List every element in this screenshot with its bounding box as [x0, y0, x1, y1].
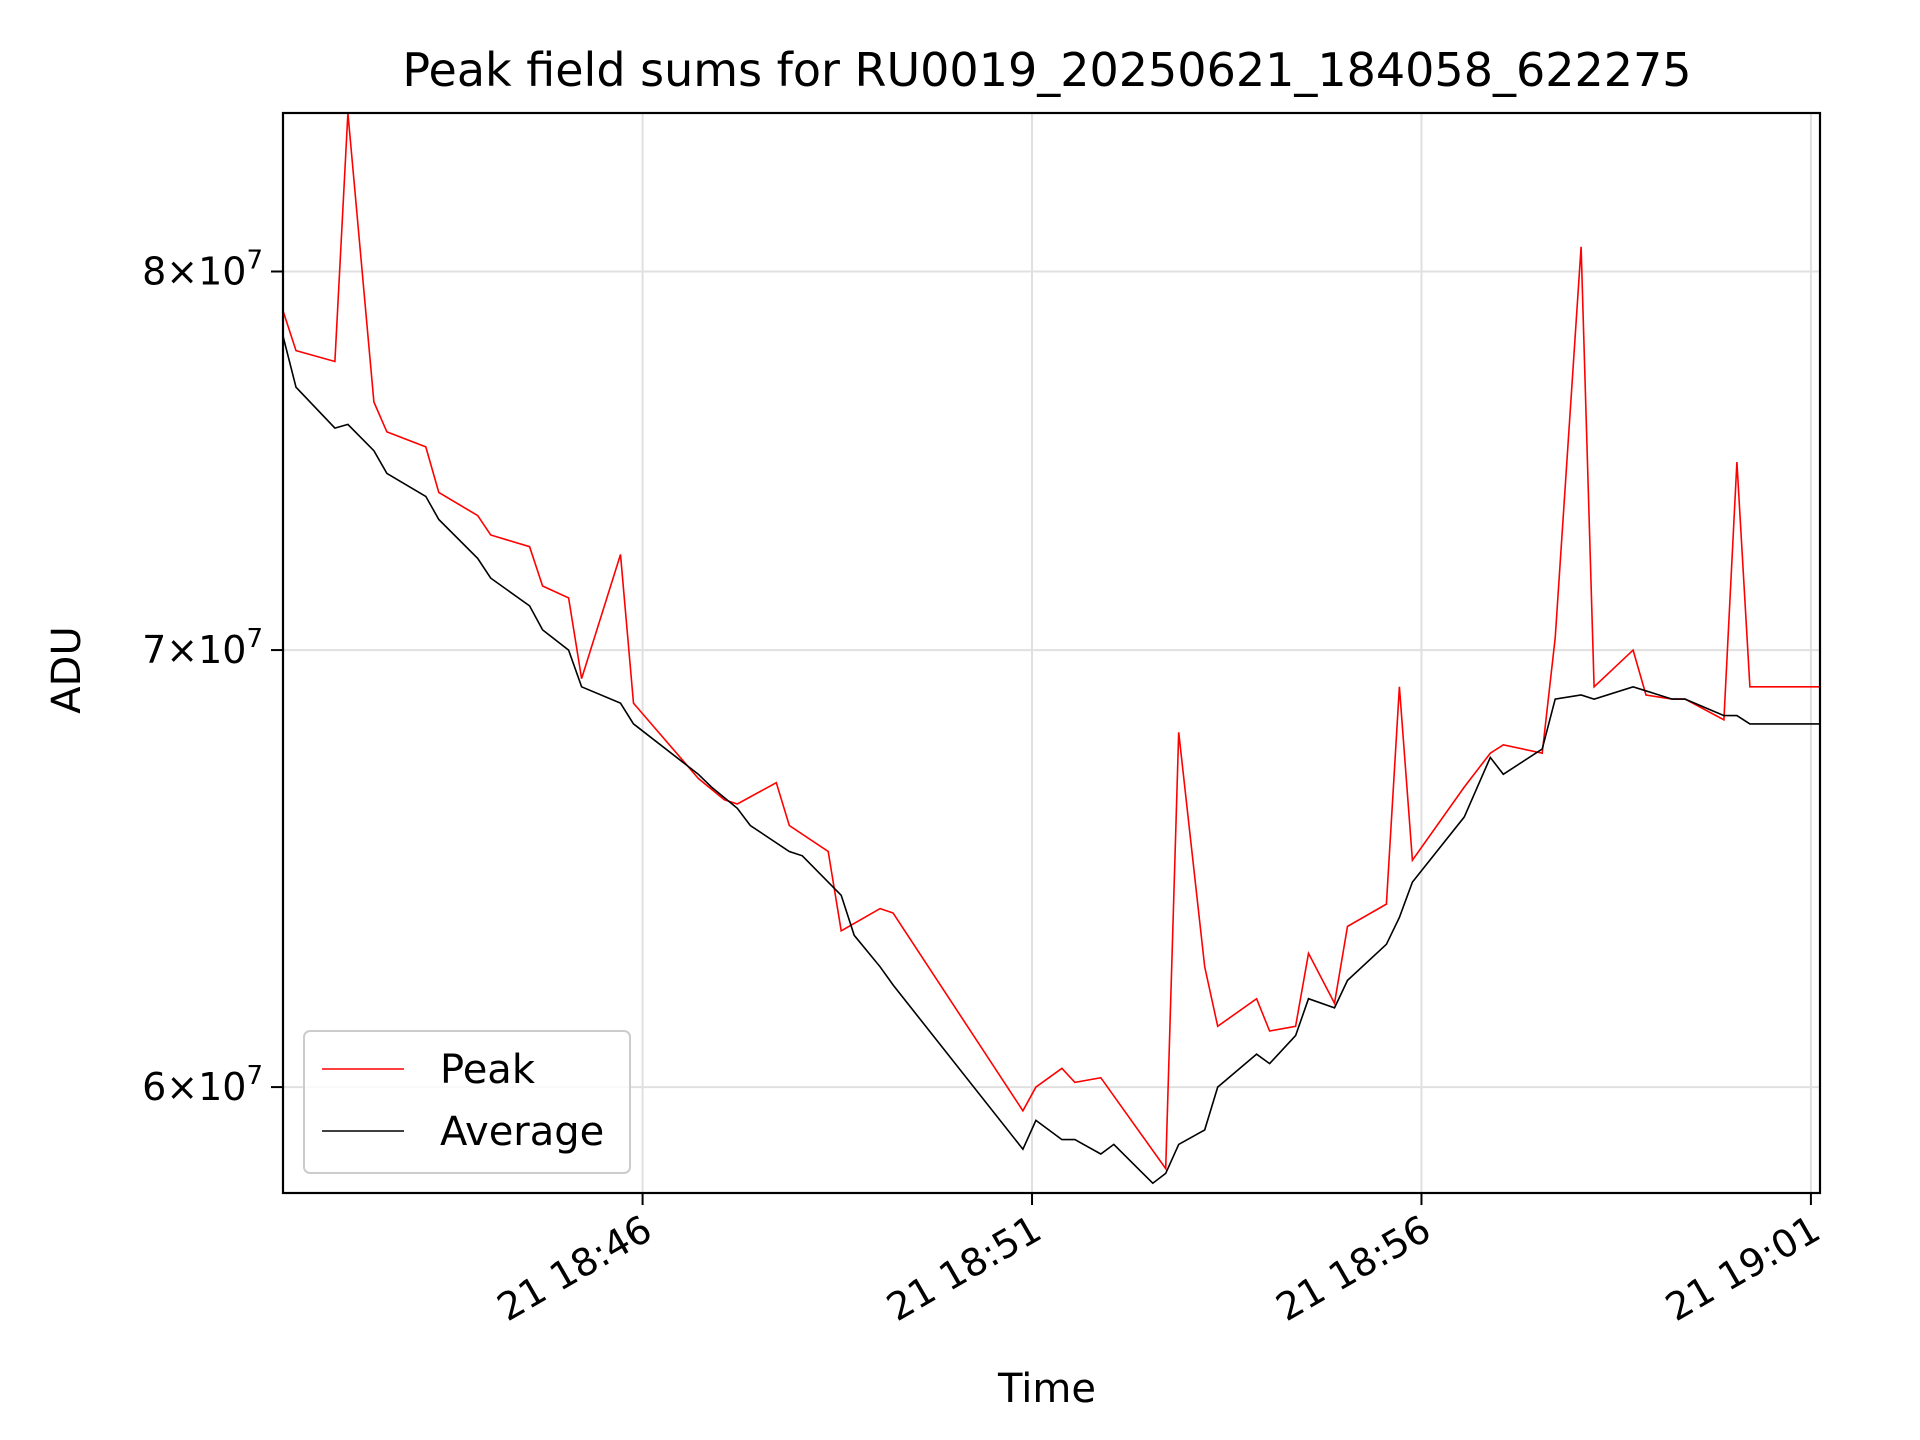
legend-label-average: Average [440, 1109, 604, 1155]
legend: Peak Average [303, 1030, 631, 1174]
series-line-average [282, 335, 1820, 1185]
series-line-peak [282, 112, 1820, 1171]
y-tick-label: 6×107 [142, 1061, 263, 1109]
y-tick-label: 8×107 [142, 246, 263, 294]
chart-title: Peak field sums for RU0019_20250621_1840… [402, 43, 1691, 97]
legend-box [303, 1030, 631, 1174]
y-tick-label: 7×107 [142, 624, 263, 672]
y-axis-label: ADU [44, 626, 90, 713]
series-group [282, 112, 1820, 1185]
x-axis-label: Time [997, 1366, 1096, 1412]
y-axis: 8×107 7×107 6×107 [142, 246, 283, 1109]
plot-frame [281, 111, 1822, 1195]
legend-label-peak: Peak [440, 1047, 536, 1093]
